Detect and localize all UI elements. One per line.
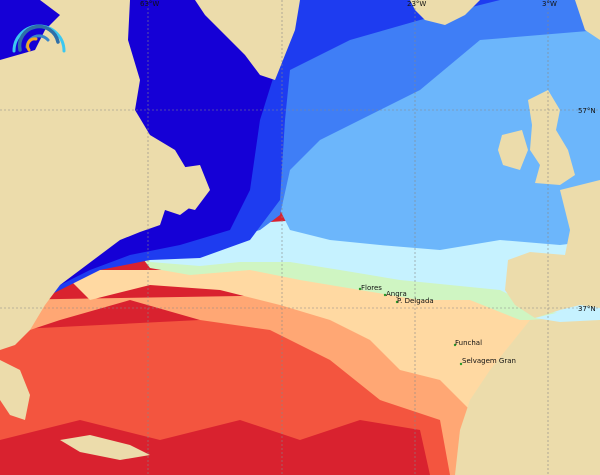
place-p-delgada[interactable]: P. Delgada xyxy=(395,297,434,305)
land-north-america xyxy=(0,0,200,350)
place-flores[interactable]: Flores xyxy=(358,284,382,292)
place-label: Funchal xyxy=(455,339,482,347)
land-iceland xyxy=(410,0,480,25)
place-marker-icon xyxy=(459,362,463,366)
ocean-peach xyxy=(60,270,600,475)
place-funchal[interactable]: Funchal xyxy=(453,339,482,347)
land-cuba xyxy=(60,435,150,460)
land-europe xyxy=(505,180,600,318)
lon-label: 3°W xyxy=(542,0,557,8)
land-britain xyxy=(528,90,575,185)
place-marker-icon xyxy=(395,300,399,304)
land-greenland xyxy=(195,0,300,80)
mediterranean-sea xyxy=(535,310,600,322)
land-scandinavia xyxy=(575,0,600,40)
lat-label: 37°N xyxy=(578,305,596,313)
wave-arc-logo-icon xyxy=(12,24,66,53)
land-florida xyxy=(0,360,30,420)
lon-label: 63°W xyxy=(140,0,159,8)
place-label: Flores xyxy=(361,284,382,292)
lon-label: 23°W xyxy=(407,0,426,8)
land-africa xyxy=(455,315,600,475)
place-label: Angra xyxy=(386,290,407,298)
place-marker-icon xyxy=(453,343,457,347)
place-marker-icon xyxy=(383,293,387,297)
place-angra[interactable]: Angra xyxy=(383,290,407,298)
place-marker-icon xyxy=(358,287,362,291)
lat-label: 57°N xyxy=(578,107,596,115)
land-newfoundland xyxy=(165,165,210,210)
place-label: P. Delgada xyxy=(397,297,434,305)
place-selvagem-gran[interactable]: Selvagem Gran xyxy=(459,357,516,366)
land-ireland xyxy=(498,130,528,170)
place-label: Selvagem Gran xyxy=(462,357,516,365)
